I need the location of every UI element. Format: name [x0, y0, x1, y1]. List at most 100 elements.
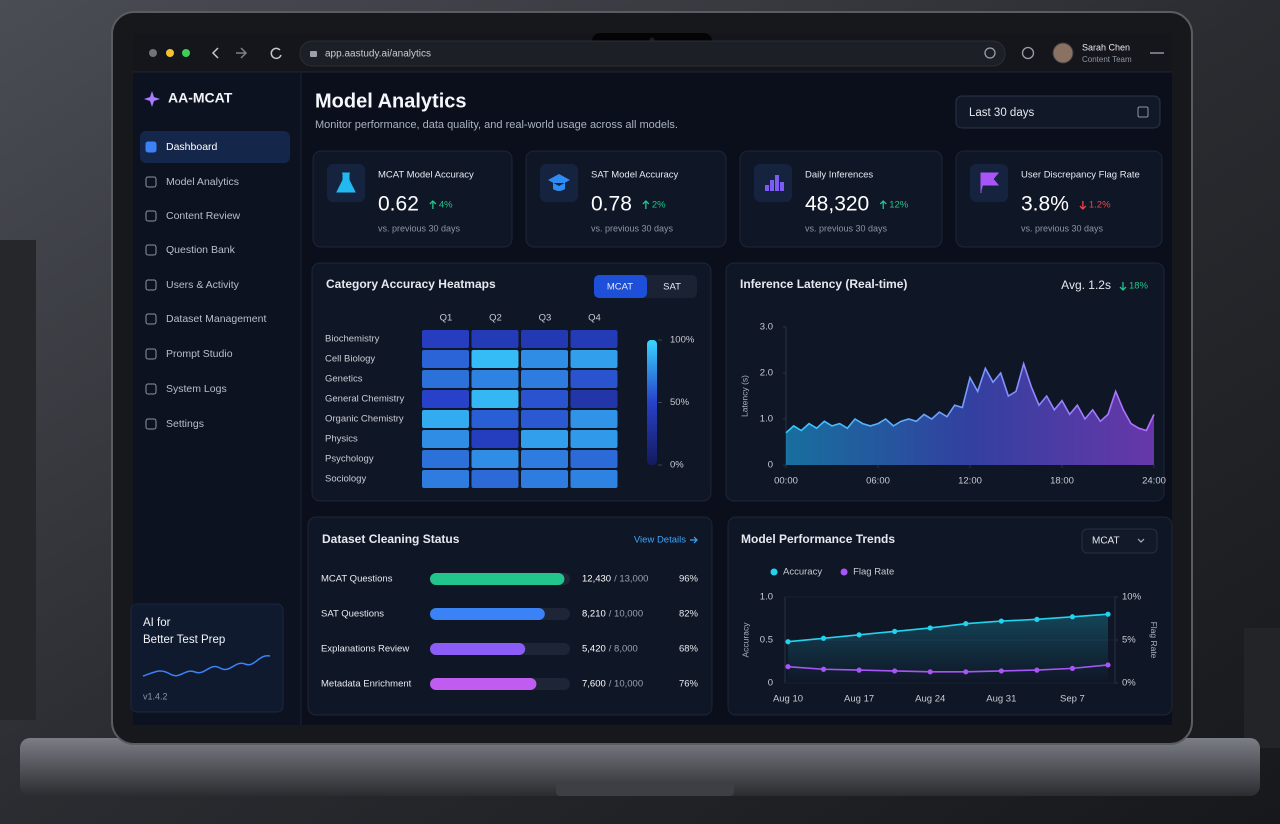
y-tick-label: 0: [768, 678, 773, 689]
nav-item[interactable]: Users & Activity: [166, 279, 240, 291]
kpi-value: 0.62: [378, 193, 419, 216]
legend-gradient: [647, 340, 657, 465]
window-dot[interactable]: [166, 49, 174, 57]
column-label: Q1: [440, 313, 453, 324]
y-tick-label: 1.0: [760, 414, 773, 425]
series-point: [927, 625, 933, 631]
legend-swatch: [770, 568, 778, 576]
lock-icon: [310, 51, 317, 57]
x-tick-label: 24:00: [1142, 476, 1166, 487]
heat-cell: [521, 330, 568, 348]
dropdown-label: MCAT: [1092, 536, 1120, 547]
url-bar[interactable]: [299, 40, 1006, 67]
avatar[interactable]: [1052, 42, 1074, 64]
heat-cell: [422, 450, 469, 468]
x-tick-label: Aug 17: [844, 694, 874, 705]
forward-button[interactable]: [236, 47, 248, 59]
dataset-name: MCAT Questions: [321, 574, 393, 585]
series-point: [998, 618, 1004, 624]
reload-button[interactable]: [270, 47, 282, 60]
tab[interactable]: MCAT: [607, 282, 633, 293]
heat-cell: [471, 470, 519, 488]
series-point: [1069, 614, 1076, 620]
date-range-picker[interactable]: [955, 95, 1161, 129]
nav-icon: [145, 176, 157, 188]
nav-item[interactable]: Content Review: [166, 210, 241, 222]
y-axis-label: Latency (s): [739, 375, 749, 417]
heat-cell: [471, 370, 519, 388]
heat-cell: [422, 430, 469, 448]
series-point: [1034, 616, 1040, 622]
promo-line: AI for: [143, 617, 171, 629]
series-point: [1034, 667, 1040, 673]
dataset-total: / 10,000: [609, 679, 643, 690]
heat-cell: [570, 390, 618, 408]
user-role: Content Team: [1082, 55, 1132, 64]
heat-cell: [570, 430, 618, 448]
series-line: [787, 613, 1109, 643]
nav-item[interactable]: Prompt Studio: [166, 348, 233, 360]
share-icon[interactable]: [984, 47, 996, 59]
arrow-up: [879, 200, 887, 209]
series-point: [1105, 611, 1111, 617]
x-tick-label: Aug 24: [915, 694, 945, 705]
series-point: [998, 668, 1004, 674]
series-point: [892, 628, 898, 635]
heat-cell: [570, 450, 618, 468]
link-arrow: [690, 536, 698, 544]
dataset-done: 7,600: [582, 679, 606, 690]
y-tick-label: 2.0: [760, 368, 773, 379]
heat-cell: [471, 450, 519, 468]
dataset-percent: 96%: [679, 574, 699, 585]
nav-icon: [145, 244, 157, 256]
nav-item[interactable]: Settings: [166, 418, 204, 430]
url-text: app.aastudy.ai/analytics: [325, 49, 431, 60]
legend-tick-label: 100%: [670, 335, 695, 346]
dropdown[interactable]: [1081, 528, 1158, 554]
dataset-name: Explanations Review: [321, 644, 409, 655]
legend-label: Accuracy: [783, 567, 822, 578]
row-label: Sociology: [325, 474, 366, 485]
window-dot[interactable]: [149, 49, 157, 57]
nav-item[interactable]: System Logs: [166, 383, 227, 395]
trackpad-notch: [556, 782, 734, 796]
dataset-done: 8,210: [582, 609, 606, 620]
nav-item[interactable]: Model Analytics: [166, 176, 239, 188]
kpi-note: vs. previous 30 days: [805, 223, 888, 233]
area-line: [785, 361, 1155, 434]
nav-icon: [145, 141, 157, 153]
kpi-icon: [775, 175, 779, 191]
nav-active-bg: [140, 131, 290, 163]
kpi-value: 0.78: [591, 193, 632, 216]
dataset-percent: 82%: [679, 609, 699, 620]
heat-cell: [521, 450, 568, 468]
heat-cell: [570, 470, 618, 488]
progress-bar: [430, 573, 565, 585]
row-label: Physics: [325, 434, 358, 445]
heat-cell: [422, 330, 469, 348]
nav-item[interactable]: Dataset Management: [166, 313, 266, 325]
nav-item[interactable]: Question Bank: [166, 244, 236, 256]
back-button[interactable]: [211, 47, 219, 59]
progress-bar: [430, 643, 526, 655]
nav-icon: [145, 313, 157, 325]
x-tick-label: 18:00: [1050, 476, 1074, 487]
legend-tick-label: 0%: [670, 460, 684, 471]
kpi-icon: [780, 182, 784, 191]
heat-cell: [521, 370, 568, 388]
column-label: Q3: [539, 313, 552, 324]
x-tick-label: 00:00: [774, 476, 798, 487]
kpi-note: vs. previous 30 days: [591, 223, 674, 233]
info-icon[interactable]: [1021, 46, 1035, 60]
panel: [725, 262, 1165, 502]
kpi-note: vs. previous 30 days: [378, 223, 461, 233]
kpi-change: 2%: [652, 200, 666, 211]
calendar-icon: [1137, 106, 1149, 118]
dataset-done: 5,420: [582, 644, 606, 655]
nav-item[interactable]: Dashboard: [166, 141, 218, 153]
view-details-link[interactable]: View Details: [634, 535, 686, 546]
summary-change: 18%: [1129, 281, 1149, 292]
window-dot[interactable]: [182, 49, 190, 57]
y2-tick-label: 10%: [1122, 592, 1142, 603]
tab[interactable]: SAT: [663, 282, 681, 293]
